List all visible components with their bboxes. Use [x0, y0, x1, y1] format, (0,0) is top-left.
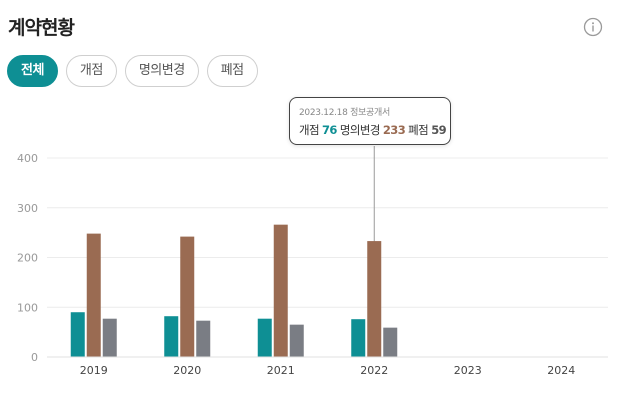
tooltip-open-label: 개점 — [299, 123, 320, 137]
filter-open-button[interactable]: 개점 — [65, 55, 117, 87]
filter-all-button[interactable]: 전체 — [7, 55, 58, 87]
y-tick-label: 200 — [17, 252, 38, 265]
bar-2021-2[interactable] — [273, 224, 288, 357]
x-tick-label: 2019 — [80, 364, 108, 377]
filter-closed-button[interactable]: 폐점 — [206, 55, 258, 87]
bar-2019-1[interactable] — [70, 312, 85, 357]
tooltip-values: 개점 76 명의변경 233 폐점 59 — [299, 122, 447, 138]
x-tick-label: 2023 — [454, 364, 482, 377]
x-tick-label: 2024 — [547, 364, 575, 377]
y-tick-label: 400 — [17, 152, 38, 165]
filter-name-change-button[interactable]: 명의변경 — [124, 55, 199, 87]
x-tick-label: 2020 — [173, 364, 201, 377]
tooltip-open-value: 76 — [322, 123, 337, 137]
bar-2022-2[interactable] — [367, 241, 382, 357]
bar-2020-1[interactable] — [164, 316, 179, 357]
bar-2021-3[interactable] — [289, 324, 304, 357]
y-tick-label: 300 — [17, 202, 38, 215]
tooltip-header: 2023.12.18 정보공개서 — [299, 108, 390, 118]
bar-2019-3[interactable] — [102, 318, 117, 357]
bar-2020-2[interactable] — [180, 236, 195, 357]
tooltip-closed-label: 폐점 — [408, 123, 429, 137]
tooltip-closed-value: 59 — [431, 123, 447, 137]
page-title: 계약현황 — [8, 17, 75, 39]
y-tick-label: 100 — [17, 301, 38, 314]
bar-2022-1[interactable] — [351, 319, 366, 357]
info-icon[interactable] — [583, 17, 603, 37]
filter-tabs: 전체 개점 명의변경 폐점 — [7, 55, 258, 87]
tooltip-name-change-value: 233 — [382, 123, 406, 137]
y-tick-label: 0 — [31, 351, 38, 364]
bar-2020-3[interactable] — [196, 320, 211, 357]
tooltip-name-change-label: 명의변경 — [339, 123, 381, 137]
x-tick-label: 2022 — [360, 364, 388, 377]
bar-2019-2[interactable] — [86, 233, 101, 357]
chart-tooltip: 2023.12.18 정보공개서 개점 76 명의변경 233 폐점 59 — [289, 97, 451, 145]
x-tick-label: 2021 — [267, 364, 295, 377]
bar-2021-1[interactable] — [257, 318, 272, 357]
bar-2022-3[interactable] — [383, 327, 398, 357]
